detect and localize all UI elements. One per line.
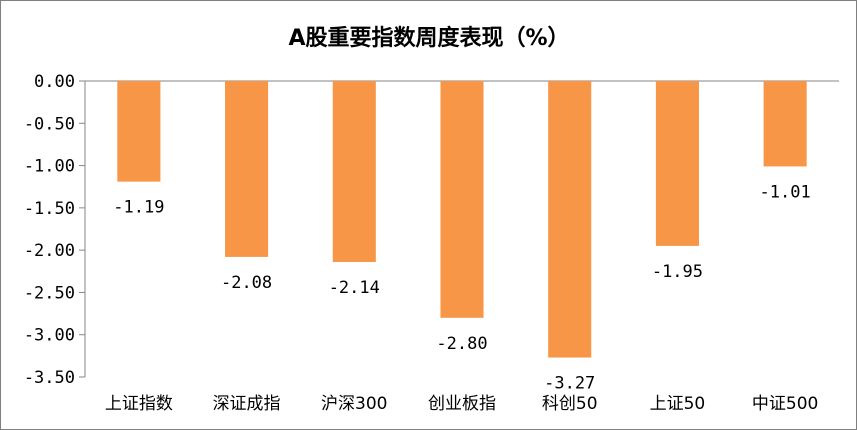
bar-value-label: -3.27 — [544, 374, 595, 394]
x-category-label: 上证指数 — [105, 394, 173, 414]
x-category-label: 沪深300 — [321, 394, 387, 414]
y-tick-label: -3.50 — [24, 368, 75, 388]
bar-value-label: -2.80 — [436, 334, 487, 354]
bar — [225, 81, 269, 257]
bar-value-label: -1.19 — [113, 198, 164, 218]
bar — [440, 81, 484, 318]
y-tick-label: -1.50 — [24, 199, 75, 219]
y-axis: 0.00 -0.50 -1.00 -1.50 -2.00 -2.50 -3.00 -3.50 — [24, 72, 86, 388]
x-category-label: 上证50 — [650, 394, 706, 414]
y-tick-label: 0.00 — [34, 72, 75, 92]
y-tick-label: -1.00 — [24, 157, 75, 177]
bar-value-label: -1.95 — [652, 262, 703, 282]
bar-value-label: -2.08 — [221, 273, 272, 293]
chart-title: A股重要指数周度表现（%） — [288, 25, 569, 51]
bar — [117, 81, 161, 182]
bar — [655, 81, 699, 246]
x-category-label: 深证成指 — [213, 394, 281, 414]
x-category-label: 创业板指 — [428, 394, 496, 414]
bar-value-label: -1.01 — [760, 182, 811, 202]
y-tick-label: -3.00 — [24, 326, 75, 346]
data-labels: -1.19 -2.08 -2.14 -2.80 -3.27 -1.95 -1.01 — [113, 182, 810, 393]
y-tick-label: -2.00 — [24, 241, 75, 261]
bar — [332, 81, 376, 262]
y-tick-label: -2.50 — [24, 283, 75, 303]
bar-value-label: -2.14 — [329, 278, 380, 298]
x-category-label: 中证500 — [752, 394, 818, 414]
bar — [548, 81, 592, 358]
x-axis: 上证指数 深证成指 沪深300 创业板指 科创50 上证50 中证500 — [85, 80, 839, 414]
x-category-label: 科创50 — [542, 394, 598, 414]
y-tick-label: -0.50 — [24, 114, 75, 134]
bar — [763, 81, 807, 167]
bar-series — [117, 81, 807, 358]
